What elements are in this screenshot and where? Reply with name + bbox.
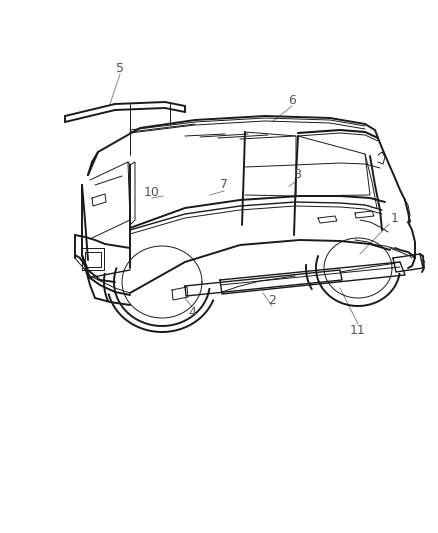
Text: 5: 5 <box>116 61 124 75</box>
Text: 11: 11 <box>350 324 366 336</box>
Text: 4: 4 <box>188 306 196 319</box>
Text: 8: 8 <box>293 168 301 182</box>
Text: 2: 2 <box>268 294 276 306</box>
Text: 10: 10 <box>144 185 160 198</box>
Text: 1: 1 <box>391 212 399 224</box>
Text: 6: 6 <box>288 93 296 107</box>
Text: 7: 7 <box>220 179 228 191</box>
